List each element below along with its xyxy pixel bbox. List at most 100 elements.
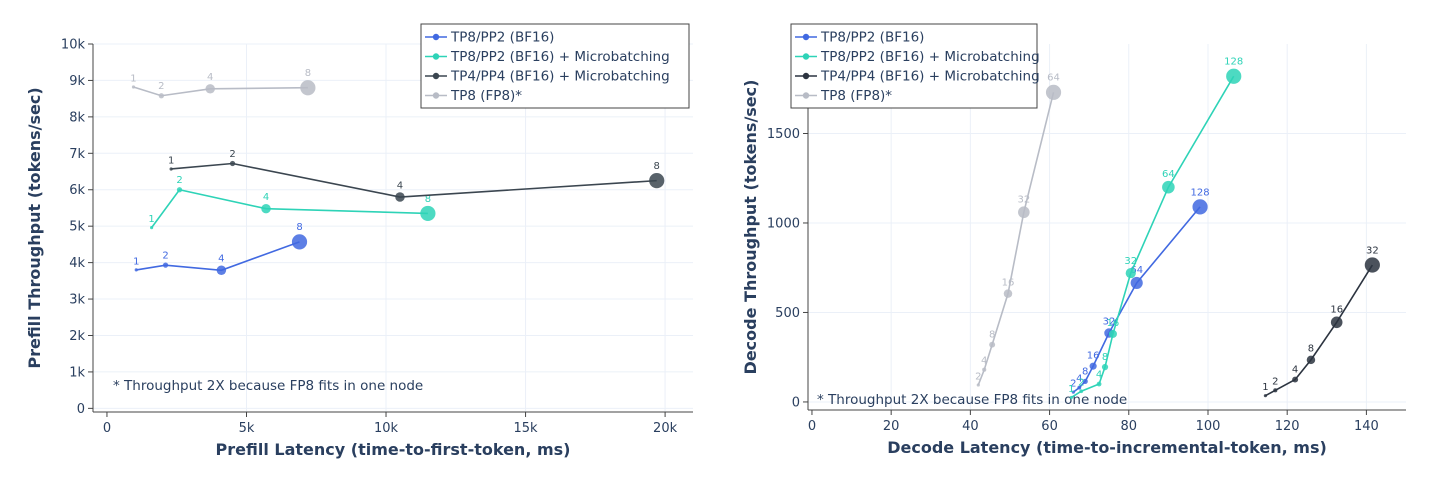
data-point: [1162, 180, 1175, 194]
y-tick-label: 3k: [69, 293, 85, 308]
x-tick-label: 20k: [653, 421, 678, 436]
data-point: [1045, 84, 1062, 100]
footnote-annotation: * Throughput 2X because FP8 fits in one …: [817, 392, 1127, 408]
data-point: [1089, 362, 1097, 370]
data-label: 2: [158, 81, 164, 92]
gridlines: [93, 43, 693, 412]
data-point: [1069, 395, 1073, 400]
data-point: [216, 265, 227, 276]
x-tick-label: 60: [1041, 419, 1058, 434]
y-tick-label: 1500: [767, 127, 800, 142]
series-line: [133, 86, 308, 97]
decode-throughput-chart: 0 500 1000 1500 0 20 40 60 80 100 120 140 Decode Lat…: [741, 23, 1406, 457]
legend: TP8/PP2 (BF16) TP8/PP2 (BF16) + Microbatc…: [790, 23, 1040, 109]
data-label: 8: [1082, 367, 1088, 378]
series-line: [136, 241, 300, 272]
data-point: [1101, 363, 1109, 371]
x-tick-label: 80: [1121, 419, 1138, 434]
data-label: 32: [1124, 256, 1137, 267]
data-point: [1082, 378, 1088, 384]
data-point: [1018, 206, 1030, 219]
data-point: [1071, 390, 1075, 394]
data-label: 1: [133, 256, 139, 267]
data-point: [420, 205, 436, 222]
decode-chart-panel: 0 500 1000 1500 0 20 40 60 80 100 120 140 Decode Lat…: [720, 0, 1440, 482]
series-2: 1 2 4 8: [148, 175, 436, 230]
x-tick-label: 0: [808, 419, 816, 434]
data-point: [1364, 257, 1380, 273]
data-label: 2: [975, 371, 981, 382]
y-tick-label: 6k: [69, 183, 85, 198]
data-label: 64: [1047, 73, 1060, 84]
data-label: 4: [397, 180, 403, 191]
data-label: 16: [1087, 351, 1100, 362]
x-tick-label: 10k: [374, 421, 399, 436]
data-point: [976, 383, 980, 387]
series-line: [1070, 75, 1235, 399]
data-label: 2: [229, 149, 235, 160]
data-point: [150, 226, 154, 230]
series-line: [150, 188, 428, 229]
legend-entry: TP8/PP2 (BF16) + Microbatching: [820, 49, 1040, 65]
x-tick-label: 20: [883, 419, 900, 434]
series-4: 24 8 16 32 64: [975, 73, 1062, 387]
y-tick-label: 8k: [69, 110, 85, 125]
data-point: [169, 167, 173, 171]
y-tick-label: 9k: [69, 74, 85, 89]
x-tick-label: 0: [103, 421, 111, 436]
gridlines: [808, 44, 1406, 410]
legend-swatch-marker: [802, 33, 810, 41]
data-label: 2: [176, 175, 182, 186]
data-label: 8: [425, 194, 431, 205]
y-tick-label: 10k: [61, 38, 86, 53]
data-label: 32: [1366, 245, 1379, 256]
data-label: 8: [989, 330, 995, 341]
data-label: 4: [1292, 365, 1298, 376]
data-point: [1108, 329, 1117, 338]
data-label: 4: [1096, 370, 1102, 381]
data-label: 16: [1330, 305, 1343, 316]
data-point: [1263, 394, 1268, 398]
data-label: 4: [218, 254, 224, 265]
prefill-throughput-chart: 0 1k 2k 3k 4k 5k 6k 7k 8k 9k 10k 0 5k 10k 15k 20k Prefil…: [25, 23, 693, 459]
data-label: 2: [1272, 376, 1278, 387]
legend-swatch-marker: [432, 53, 440, 60]
data-point: [1003, 289, 1013, 298]
data-label: 32: [1017, 194, 1030, 205]
series-line: [977, 92, 1055, 386]
y-tick-label: 1000: [767, 216, 800, 231]
data-point: [1130, 276, 1143, 290]
data-point: [1273, 388, 1278, 393]
y-tick-label: 500: [775, 306, 800, 321]
data-point: [982, 367, 987, 372]
x-tick-label: 40: [962, 419, 979, 434]
y-tick-label: 0: [792, 395, 800, 410]
data-label: 4: [207, 72, 213, 83]
series-4: 1 2 4 8: [130, 68, 316, 99]
data-label: 8: [305, 68, 311, 79]
legend-entry: TP4/PP4 (BF16) + Microbatching: [450, 69, 670, 85]
x-tick-label: 5k: [239, 421, 255, 436]
data-label: 1: [1262, 382, 1268, 393]
x-tick-label: 120: [1275, 419, 1300, 434]
legend-swatch-marker: [802, 53, 810, 60]
y-axis-title: Prefill Throughput (tokens/sec): [25, 87, 44, 368]
data-point: [1330, 316, 1343, 329]
data-point: [1292, 376, 1299, 383]
y-tick-label: 5k: [69, 220, 85, 235]
data-point: [1125, 267, 1136, 279]
data-point: [395, 192, 405, 202]
data-point: [989, 341, 996, 348]
data-label: 2: [1078, 377, 1084, 388]
data-point: [229, 160, 236, 167]
data-label: 8: [1308, 344, 1314, 355]
x-axis-title: Decode Latency (time-to-incremental-toke…: [887, 438, 1327, 457]
data-point: [131, 85, 136, 89]
legend-entry: TP8 (FP8)*: [450, 88, 522, 104]
data-point: [1079, 389, 1084, 394]
data-label: 2: [1070, 379, 1076, 390]
y-tick-label: 2k: [69, 329, 85, 344]
x-tick-label: 100: [1196, 419, 1221, 434]
series-3: 12 48 16 32: [1262, 245, 1380, 398]
y-tick-label: 4k: [69, 256, 85, 271]
